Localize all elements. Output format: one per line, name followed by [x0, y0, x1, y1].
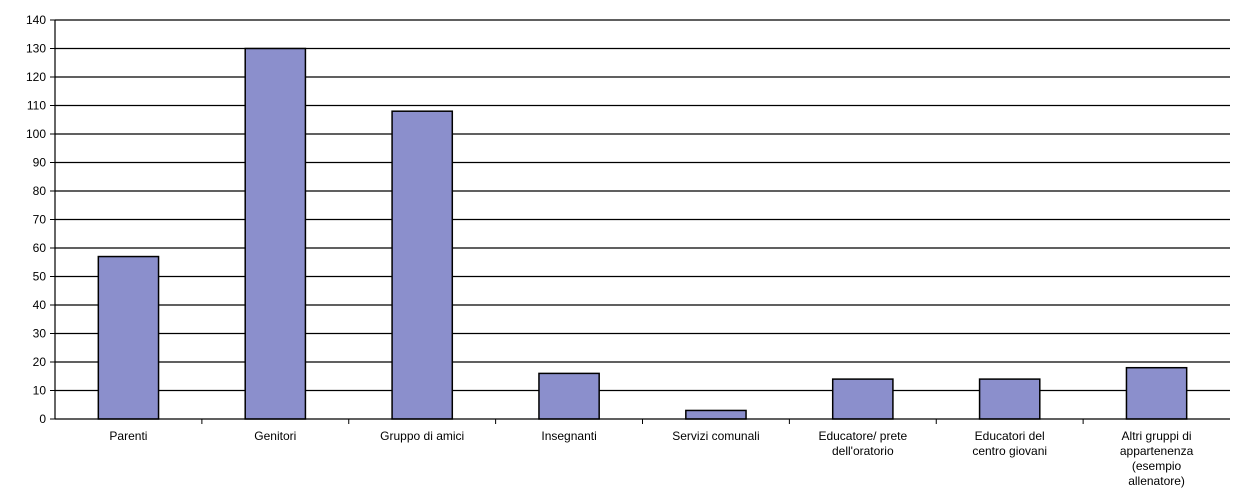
x-axis-ticks: Parenti Genitori Gruppo di amici Insegnanti…: [109, 419, 1194, 488]
bar: [538, 372, 600, 420]
x-tick-label-line: Servizi comunali: [672, 429, 759, 443]
bar: [391, 110, 454, 420]
y-tick-label: 120: [26, 70, 46, 84]
x-tick-label-line: Parenti: [109, 429, 147, 443]
x-tick-label-line: allenatore): [1128, 474, 1185, 488]
y-tick-label: 20: [33, 355, 47, 369]
y-tick-label: 90: [33, 156, 47, 170]
y-tick-label: 30: [33, 327, 47, 341]
x-tick-label: Parenti: [109, 429, 147, 443]
x-tick-label-line: Gruppo di amici: [380, 429, 464, 443]
x-tick-label-line: Educatore/ prete: [818, 429, 907, 443]
bars: [97, 47, 1188, 420]
y-tick-label: 100: [26, 127, 46, 141]
x-tick-label-line: Insegnanti: [541, 429, 596, 443]
x-tick-label-line: (esempio: [1132, 459, 1182, 473]
x-tick-label-line: Genitori: [254, 429, 296, 443]
x-tick-label-line: dell'oratorio: [832, 444, 894, 458]
y-tick-label: 130: [26, 42, 46, 56]
x-tick-label: Genitori: [254, 429, 296, 443]
y-tick-label: 80: [33, 184, 47, 198]
bar: [97, 255, 160, 420]
x-tick-label: Gruppo di amici: [380, 429, 464, 443]
y-tick-label: 110: [27, 99, 46, 113]
x-tick-label-line: Educatori del: [975, 429, 1045, 443]
y-tick-label: 60: [33, 241, 47, 255]
bar: [831, 378, 894, 420]
y-tick-label: 40: [33, 298, 47, 312]
y-tick-label: 140: [26, 13, 46, 27]
bar: [1125, 366, 1188, 420]
bar: [244, 47, 307, 420]
y-tick-label: 0: [39, 412, 46, 426]
x-tick-label: Educatore/ prete dell'oratorio: [818, 429, 907, 458]
x-tick-label-line: appartenenza: [1120, 444, 1194, 458]
x-tick-label: Servizi comunali: [672, 429, 759, 443]
x-tick-label-line: centro giovani: [972, 444, 1047, 458]
x-tick-label: Insegnanti: [541, 429, 596, 443]
x-tick-label-line: Altri gruppi di: [1122, 429, 1192, 443]
bar: [685, 409, 747, 420]
y-tick-label: 50: [33, 270, 47, 284]
bar: [978, 378, 1041, 420]
gridlines: [55, 19, 1230, 392]
y-tick-label: 70: [33, 213, 47, 227]
y-tick-label: 10: [33, 384, 47, 398]
x-tick-label: Altri gruppi di appartenenza (esempio allen…: [1120, 429, 1194, 488]
x-tick-label: Educatori del centro giovani: [972, 429, 1047, 458]
y-axis-ticks: 0 10 20 30 40 50 60 70 80 90 100 110 120 130 140: [26, 13, 55, 426]
